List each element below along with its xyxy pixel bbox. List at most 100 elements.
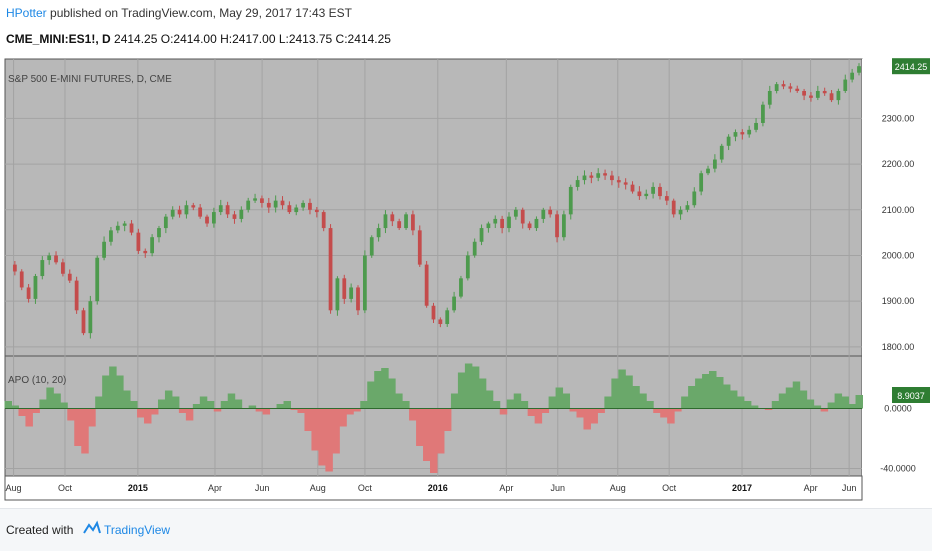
x-tick-label: Oct xyxy=(58,483,73,493)
apo-bar xyxy=(416,408,424,446)
candle-body xyxy=(527,223,532,229)
apo-bar xyxy=(583,408,591,430)
apo-bar xyxy=(541,408,550,413)
candle-body xyxy=(733,132,738,137)
candle-body xyxy=(40,260,45,277)
apo-bar xyxy=(109,366,117,409)
apo-bar xyxy=(325,408,333,472)
tradingview-brand-link[interactable]: TradingView xyxy=(104,523,171,537)
candle-body xyxy=(616,180,621,183)
candle-body xyxy=(637,191,642,197)
apo-bar xyxy=(388,378,396,409)
apo-bar xyxy=(688,386,696,409)
apo-bar xyxy=(750,405,759,409)
candle-body xyxy=(287,205,292,213)
candle-body xyxy=(712,159,717,169)
apo-bar xyxy=(499,408,508,415)
candle-body xyxy=(479,228,484,242)
candle-body xyxy=(486,223,491,229)
apo-bar xyxy=(11,405,19,409)
apo-bar xyxy=(318,408,326,466)
x-tick-label: Apr xyxy=(499,483,513,493)
candle-body xyxy=(328,228,333,311)
apo-bar xyxy=(95,396,103,409)
x-tick-label: Aug xyxy=(310,483,326,493)
apo-bar xyxy=(527,408,536,416)
candle-body xyxy=(184,205,189,215)
candle-body xyxy=(376,228,381,238)
apo-bar xyxy=(653,408,661,413)
candle-body xyxy=(493,218,498,224)
candle-body xyxy=(177,209,182,215)
candle-body xyxy=(829,93,834,101)
candle-body xyxy=(335,278,340,311)
apo-bar xyxy=(67,408,75,421)
candle-body xyxy=(321,212,326,229)
candle-body xyxy=(507,216,511,229)
candle-body xyxy=(266,202,271,208)
apo-bar xyxy=(164,390,173,409)
candle-body xyxy=(857,66,861,73)
apo-bar xyxy=(450,393,459,409)
apo-bar xyxy=(604,396,612,409)
apo-bar xyxy=(409,408,417,421)
apo-bar xyxy=(660,408,668,418)
candle-body xyxy=(362,255,367,311)
ohlc-values: 2414.25 O:2414.00 H:2417.00 L:2413.75 C:… xyxy=(110,32,391,46)
candle-body xyxy=(815,90,820,98)
candle-body xyxy=(390,214,395,222)
apo-bar xyxy=(381,368,389,409)
candle-body xyxy=(19,271,24,288)
apo-bar xyxy=(667,408,675,424)
apo-bar xyxy=(339,408,347,427)
x-tick-label: Jun xyxy=(255,483,270,493)
publish-info: HPotter published on TradingView.com, Ma… xyxy=(6,6,352,20)
candle-body xyxy=(356,287,360,311)
apo-bar xyxy=(137,408,145,418)
apo-bar xyxy=(283,401,292,409)
apo-bar xyxy=(716,377,724,409)
apo-bar xyxy=(632,386,640,409)
candle-body xyxy=(781,84,786,87)
candle-body xyxy=(411,214,415,231)
candle-body xyxy=(836,90,841,101)
apo-bar xyxy=(646,401,654,409)
candle-body xyxy=(260,198,264,203)
apo-bar xyxy=(834,393,843,409)
candle-body xyxy=(850,72,855,80)
chart-canvas[interactable]: Aug Oct 2015 Apr Jun Aug Oct 2016 Apr Jun Aug Oct 20… xyxy=(0,0,932,508)
apo-bar xyxy=(855,395,863,409)
apo-bar xyxy=(743,401,752,409)
apo-last-badge xyxy=(892,387,930,403)
price-axis-area xyxy=(862,59,932,500)
apo-bar xyxy=(785,387,794,409)
apo-bar xyxy=(74,408,82,446)
candle-body xyxy=(205,216,209,224)
candle-body xyxy=(719,145,724,160)
author-link[interactable]: HPotter xyxy=(6,6,47,20)
price-y-tick-label: 2200.00 xyxy=(882,159,915,169)
candle-body xyxy=(163,216,168,229)
candle-body xyxy=(397,221,402,229)
candle-body xyxy=(541,209,546,219)
apo-bar xyxy=(778,393,787,409)
created-with-text: Created with xyxy=(6,523,74,537)
candle-body xyxy=(761,104,765,123)
price-chart-title: S&P 500 E-MINI FUTURES, D, CME xyxy=(8,74,172,85)
candle-body xyxy=(33,276,38,299)
apo-bar xyxy=(729,390,738,409)
apo-bar xyxy=(102,375,110,409)
candle-body xyxy=(369,237,374,256)
apo-bar xyxy=(311,408,319,451)
apo-bar xyxy=(304,408,312,431)
apo-bar xyxy=(736,396,745,409)
candle-body xyxy=(150,237,155,254)
candle-body xyxy=(562,214,566,238)
apo-bar xyxy=(360,401,368,409)
apo-bar xyxy=(290,408,298,410)
apo-bar xyxy=(695,378,703,409)
apo-bar xyxy=(46,387,54,409)
apo-bar xyxy=(199,396,208,409)
apo-bar xyxy=(130,401,138,409)
candle-body xyxy=(342,278,347,299)
